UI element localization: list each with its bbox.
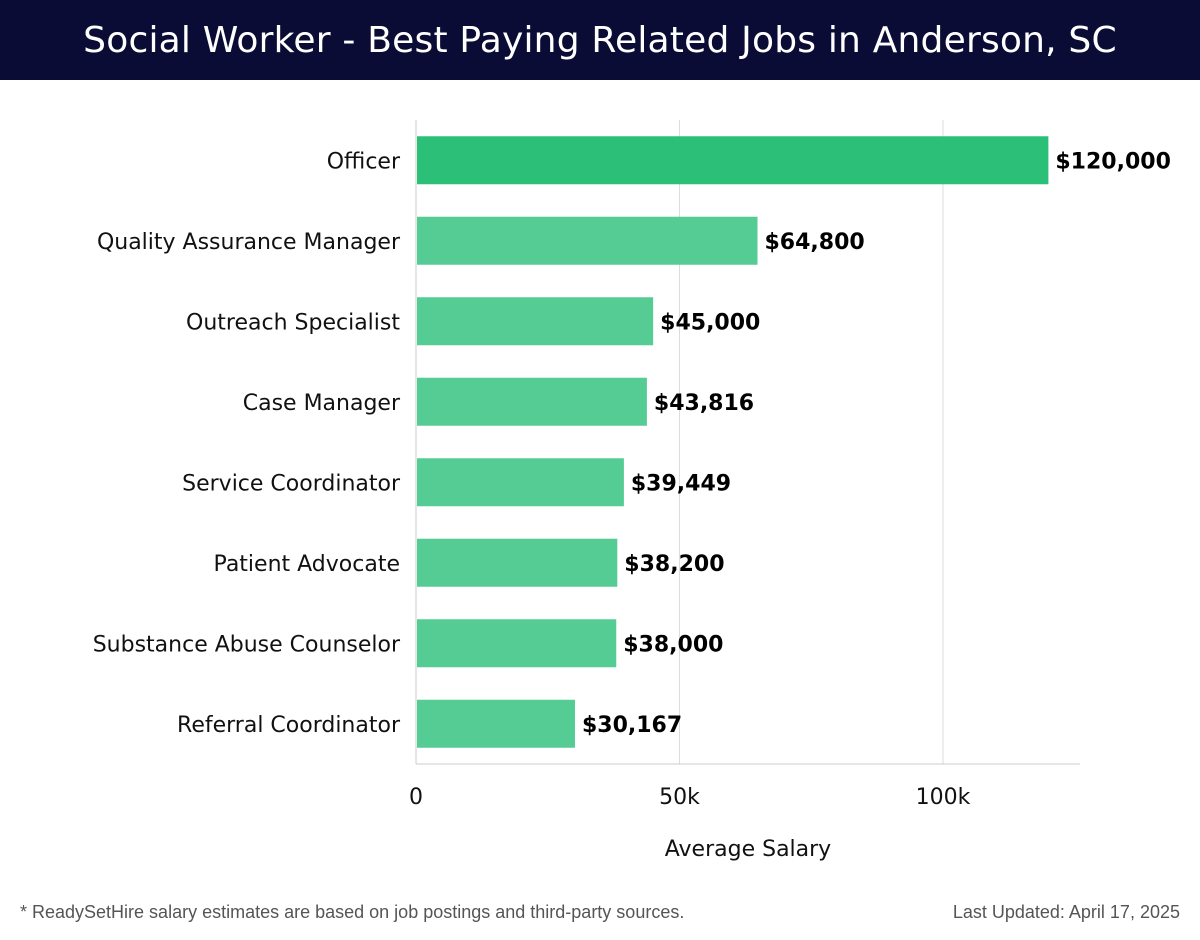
category-label: Patient Advocate xyxy=(214,552,400,577)
bar xyxy=(417,297,654,346)
x-axis-title: Average Salary xyxy=(665,837,831,862)
salary-bar-chart: Officer $120,000 Quality Assurance Manager… xyxy=(93,120,1171,862)
category-label: Quality Assurance Manager xyxy=(97,230,401,255)
grid-lines xyxy=(415,120,1080,765)
bar xyxy=(417,216,758,265)
category-label: Case Manager xyxy=(243,391,401,416)
value-label: $120,000 xyxy=(1055,149,1171,174)
bar xyxy=(417,458,624,507)
value-label: $64,800 xyxy=(764,230,864,255)
bar xyxy=(417,136,1049,185)
bar xyxy=(417,538,618,587)
bars xyxy=(417,136,1049,748)
labels: Officer $120,000 Quality Assurance Manager… xyxy=(93,149,1171,862)
chart-header: Social Worker - Best Paying Related Jobs… xyxy=(0,0,1200,80)
value-label: $45,000 xyxy=(660,310,760,335)
value-label: $39,449 xyxy=(631,471,731,496)
category-label: Referral Coordinator xyxy=(177,713,401,738)
bar xyxy=(417,619,617,668)
x-tick-label: 50k xyxy=(659,785,700,810)
chart-title: Social Worker - Best Paying Related Jobs… xyxy=(83,19,1117,61)
value-label: $38,200 xyxy=(624,552,724,577)
category-label: Service Coordinator xyxy=(182,471,401,496)
category-label: Substance Abuse Counselor xyxy=(93,632,401,657)
value-label: $30,167 xyxy=(582,713,682,738)
x-tick-label: 100k xyxy=(916,785,971,810)
category-label: Officer xyxy=(327,149,401,174)
footer-note: * ReadySetHire salary estimates are base… xyxy=(20,902,685,922)
bar xyxy=(417,377,647,426)
last-updated: Last Updated: April 17, 2025 xyxy=(952,902,1180,922)
bar xyxy=(417,699,575,748)
x-tick-label: 0 xyxy=(409,785,423,810)
category-label: Outreach Specialist xyxy=(186,310,400,335)
value-label: $38,000 xyxy=(623,632,723,657)
value-label: $43,816 xyxy=(654,391,754,416)
